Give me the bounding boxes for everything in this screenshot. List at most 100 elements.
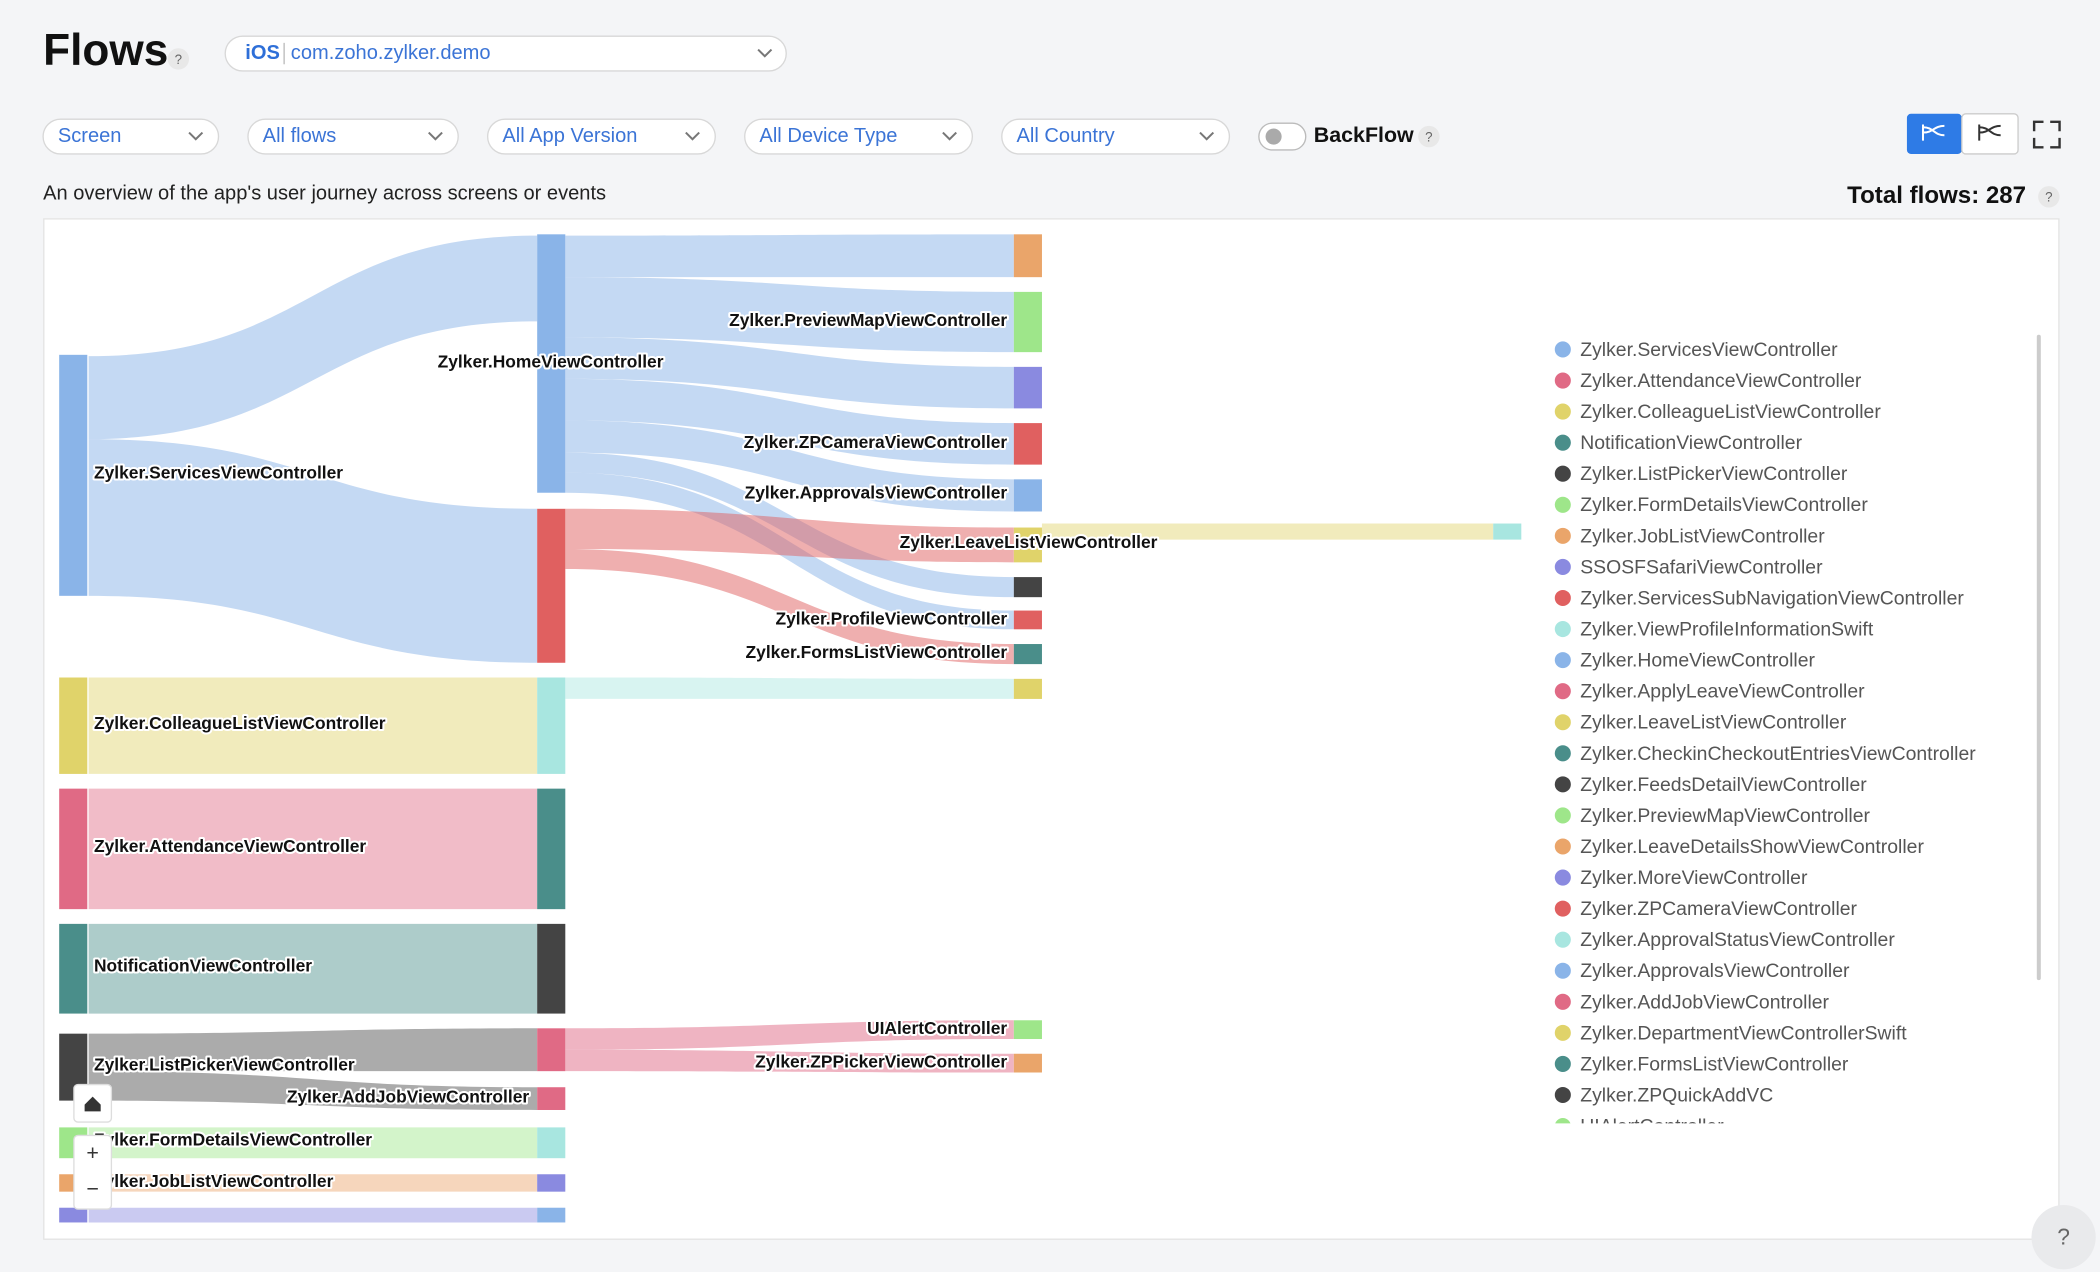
legend-dot — [1554, 558, 1571, 575]
sankey-node[interactable] — [1013, 234, 1042, 278]
legend-label[interactable]: NotificationViewController — [1580, 432, 1802, 454]
help-icon[interactable] — [167, 48, 190, 70]
legend-label[interactable]: Zylker.MoreViewController — [1580, 867, 1808, 889]
legend-dot — [1554, 496, 1571, 513]
legend-dot — [1554, 465, 1571, 482]
sankey-link — [88, 235, 538, 440]
legend-label[interactable]: Zylker.ApplyLeaveViewController — [1580, 681, 1865, 703]
sankey-node[interactable] — [537, 234, 566, 493]
legend: Zylker.ServicesViewController Zylker.Atte… — [1554, 339, 1976, 1138]
sankey-link — [565, 1020, 1014, 1050]
legend-label[interactable]: Zylker.HomeViewController — [1580, 650, 1815, 672]
zoom-controls — [73, 1134, 113, 1210]
legend-dot — [1554, 403, 1571, 420]
legend-dot — [1554, 589, 1571, 607]
help-icon[interactable] — [2038, 186, 2060, 208]
legend-dot — [1554, 900, 1571, 917]
legend-label[interactable]: Zylker.CheckinCheckoutEntriesViewControl… — [1580, 743, 1976, 765]
app-selector[interactable] — [224, 35, 787, 72]
fullscreen-button[interactable] — [2032, 120, 2061, 149]
legend-label[interactable]: Zylker.LeaveListViewController — [1580, 712, 1847, 734]
sankey-node[interactable] — [537, 788, 566, 910]
legend-scrollbar[interactable] — [2036, 334, 2041, 981]
filter-label: Screen — [58, 125, 122, 147]
filter-dropdown[interactable] — [1001, 118, 1231, 155]
help-button[interactable] — [2031, 1205, 2096, 1270]
filter-dropdown[interactable] — [744, 118, 974, 155]
legend-label[interactable]: Zylker.ApprovalStatusViewController — [1580, 929, 1895, 951]
legend-label[interactable]: Zylker.AttendanceViewController — [1580, 370, 1862, 392]
chevron — [428, 131, 443, 141]
legend-label[interactable]: Zylker.FeedsDetailViewController — [1580, 774, 1867, 796]
sankey-node[interactable] — [59, 923, 88, 1014]
legend-label[interactable]: Zylker.ApprovalsViewController — [1580, 960, 1850, 982]
legend-label[interactable]: Zylker.DepartmentViewControllerSwift — [1580, 1022, 1907, 1044]
filter-dropdown[interactable] — [247, 118, 459, 155]
sankey-node[interactable] — [1013, 423, 1042, 465]
legend-label[interactable]: Zylker.AddJobViewController — [1580, 991, 1829, 1013]
node-label: Zylker.LeaveListViewController — [900, 532, 1158, 552]
zoom-out[interactable]: − — [86, 1177, 99, 1201]
help-text: ? — [2045, 190, 2052, 205]
legend-dot — [1554, 962, 1571, 979]
filter-dropdown[interactable] — [42, 118, 220, 155]
sankey-node[interactable] — [1013, 291, 1042, 353]
sankey-node[interactable] — [1013, 479, 1042, 512]
legend-label[interactable]: UIAlertController — [1580, 1116, 1724, 1138]
help-icon[interactable] — [1418, 125, 1440, 148]
legend-label[interactable]: Zylker.ListPickerViewController — [1580, 463, 1848, 485]
legend-dot — [1554, 1086, 1571, 1104]
sankey-node[interactable] — [1013, 366, 1042, 409]
sankey-node[interactable] — [59, 677, 88, 774]
legend-label[interactable]: SSOSFSafariViewController — [1580, 556, 1823, 578]
sankey-link — [88, 1028, 538, 1072]
total-flows-value: 287 — [1986, 182, 2026, 209]
sankey-node[interactable] — [1493, 523, 1522, 540]
legend-label[interactable]: Zylker.ViewProfileInformationSwift — [1580, 619, 1874, 641]
tree-view-button[interactable] — [1961, 113, 2019, 155]
sankey-node[interactable] — [1013, 527, 1042, 563]
sankey-node[interactable] — [537, 1174, 566, 1192]
sankey-link — [88, 677, 538, 774]
legend-dot — [1554, 527, 1571, 544]
sankey-node[interactable] — [59, 354, 88, 596]
legend-label[interactable]: Zylker.PreviewMapViewController — [1580, 805, 1870, 827]
legend-label[interactable]: Zylker.FormsListViewController — [1580, 1053, 1849, 1075]
legend-label[interactable]: Zylker.ServicesSubNavigationViewControll… — [1580, 587, 1964, 609]
legend-label[interactable]: Zylker.FormDetailsViewController — [1580, 494, 1868, 516]
tree-icon — [1978, 124, 2001, 141]
sankey-node[interactable] — [537, 923, 566, 1014]
sankey-node[interactable] — [537, 508, 566, 663]
sankey-node[interactable] — [1013, 644, 1042, 665]
sankey-node[interactable] — [537, 1127, 566, 1159]
legend-label[interactable]: Zylker.ZPCameraViewController — [1580, 898, 1857, 920]
sankey-node[interactable] — [537, 1028, 566, 1072]
legend-dot — [1554, 838, 1571, 855]
sankey-node[interactable] — [59, 788, 88, 910]
sankey-node[interactable] — [537, 677, 566, 774]
sankey-node[interactable] — [1013, 1020, 1042, 1040]
sankey-node[interactable] — [1013, 610, 1042, 630]
legend-label[interactable]: Zylker.ZPQuickAddVC — [1580, 1084, 1773, 1106]
node-label: Zylker.FormsListViewController — [746, 642, 1008, 662]
sankey-link — [565, 277, 1014, 353]
zoom-in[interactable]: + — [86, 1141, 99, 1165]
sankey-link — [88, 788, 538, 910]
sankey-node[interactable] — [1013, 678, 1042, 699]
sankey-node[interactable] — [1013, 1053, 1042, 1073]
node-label: UIAlertController — [867, 1018, 1007, 1038]
node-label: Zylker.AddJobViewController — [287, 1087, 529, 1107]
sankey-node[interactable] — [537, 1087, 566, 1110]
legend-label[interactable]: Zylker.JobListViewController — [1580, 525, 1825, 547]
sankey-node[interactable] — [1013, 577, 1042, 598]
legend-label[interactable]: Zylker.LeaveDetailsShowViewController — [1580, 836, 1924, 858]
filter-dropdown[interactable] — [486, 118, 716, 155]
legend-label[interactable]: Zylker.ServicesViewController — [1580, 339, 1838, 361]
sankey-view-button[interactable] — [1906, 113, 1962, 154]
legend-label[interactable]: Zylker.ColleagueListViewController — [1580, 401, 1881, 423]
sankey-node[interactable] — [59, 1207, 88, 1223]
filter-label: All Device Type — [759, 125, 897, 147]
sankey-node[interactable] — [537, 1207, 566, 1223]
chevron — [188, 131, 204, 141]
sankey-link — [88, 923, 538, 1014]
